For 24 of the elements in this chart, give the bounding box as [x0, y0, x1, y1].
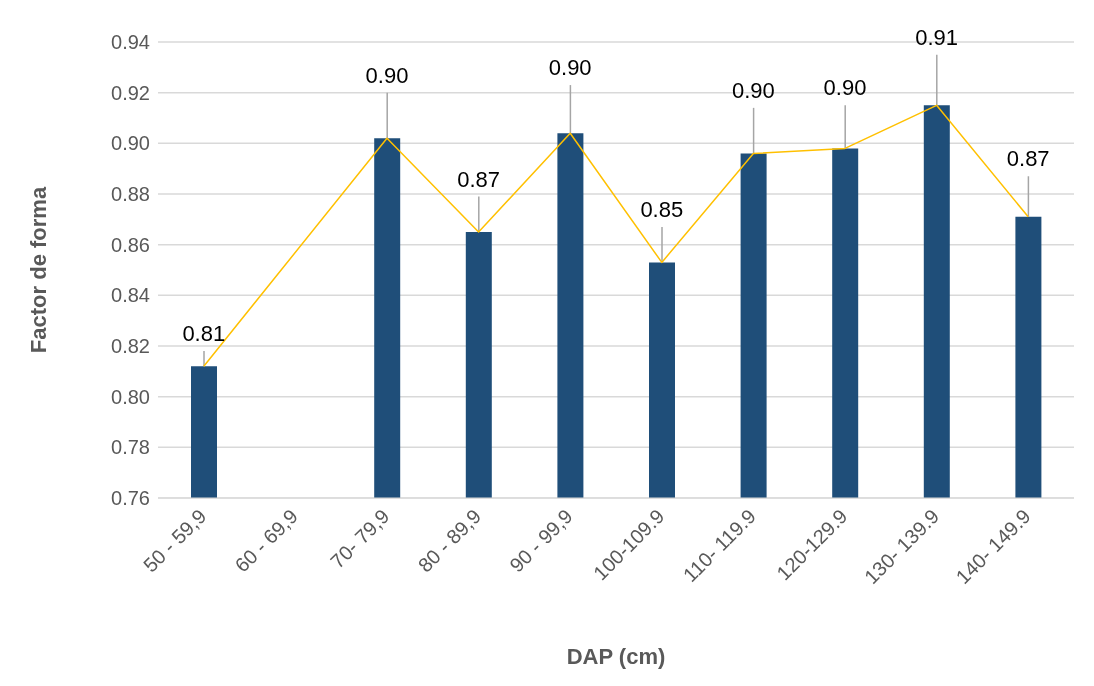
x-tick-label: 90 - 99,9: [505, 505, 577, 577]
data-label: 0.81: [182, 321, 226, 347]
data-label: 0.90: [823, 75, 867, 101]
data-label: 0.85: [640, 196, 684, 222]
x-tick-label: 60 - 69,9: [230, 505, 302, 577]
y-tick-label: 0.92: [111, 81, 150, 104]
data-label: 0.87: [1006, 146, 1050, 172]
y-tick-label: 0.86: [111, 233, 150, 256]
data-label: 0.87: [457, 166, 501, 192]
data-label: 0.91: [915, 24, 959, 50]
data-label: 0.90: [365, 62, 409, 88]
y-tick-label: 0.84: [111, 284, 150, 307]
y-tick-label: 0.90: [111, 132, 150, 155]
data-label: 0.90: [548, 55, 592, 81]
x-axis-title: DAP (cm): [566, 644, 666, 669]
y-tick-label: 0.82: [111, 335, 150, 358]
y-tick-label: 0.80: [111, 385, 150, 408]
x-tick-label: 70- 79,9: [326, 505, 394, 573]
data-label: 0.90: [731, 77, 775, 103]
y-tick-label: 0.78: [111, 436, 150, 459]
y-tick-label: 0.88: [111, 183, 150, 206]
y-tick-label: 0.94: [111, 31, 150, 54]
y-axis-title: Factor de forma: [25, 186, 51, 354]
x-tick-label: 80 - 89,9: [413, 505, 486, 577]
